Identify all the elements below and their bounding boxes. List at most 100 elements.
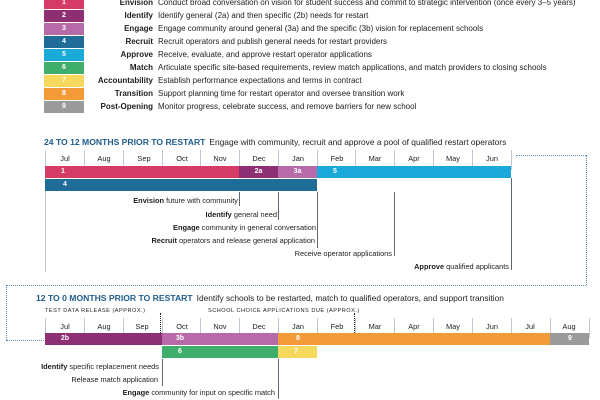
- legend-row-post-opening: 9 Post-Opening Monitor progress, celebra…: [0, 100, 600, 114]
- legend-row-recruit: 4 Recruit Recruit operators and publish …: [0, 35, 600, 49]
- legend-name: Recruit: [125, 37, 153, 46]
- legend-row-identify: 2 Identify Identify general (2a) and the…: [0, 9, 600, 23]
- month-label: Jun: [486, 154, 498, 163]
- grid-line: [317, 150, 318, 170]
- phase-bar-match: 6: [162, 346, 278, 358]
- phase-bar-post-opening: 9: [550, 333, 589, 345]
- milestone-line: [278, 359, 279, 399]
- grid-line: [394, 150, 395, 170]
- milestone-verb: Identify: [41, 362, 68, 371]
- connector-dotted: [6, 285, 7, 340]
- milestone-text: future with community: [164, 196, 238, 205]
- section2-heading: 12 TO 0 MONTHS PRIOR TO RESTART: [36, 293, 193, 303]
- legend-desc: Support planning time for restart operat…: [158, 89, 405, 98]
- milestone-recruit: Recruit operators and release general ap…: [151, 236, 315, 245]
- milestone-text: Release match application: [71, 375, 158, 384]
- bar-label: 4: [63, 181, 67, 188]
- month-label: Nov: [213, 154, 227, 163]
- bar-label: 6: [178, 348, 182, 355]
- connector-dotted: [6, 340, 44, 341]
- grid-line: [239, 150, 240, 170]
- connector-dotted: [6, 285, 586, 286]
- bar-label: 5: [333, 168, 337, 175]
- milestone-verb: Approve: [414, 262, 445, 271]
- grid-line: [84, 318, 85, 338]
- milestone-text: general need: [231, 210, 277, 219]
- grid-line: [278, 318, 279, 338]
- phase-bar-identify-specific: 2b: [45, 333, 162, 345]
- month-label: Jul: [60, 322, 70, 331]
- month-label: May: [446, 154, 460, 163]
- phase-bar-approve: 5: [317, 166, 511, 178]
- legend-badge: 4: [44, 36, 84, 48]
- milestone-line: [394, 192, 395, 256]
- month-label: Sep: [137, 154, 151, 163]
- month-label: Aug: [97, 322, 111, 331]
- grid-line: [511, 150, 512, 170]
- month-label: Jul: [525, 322, 535, 331]
- bar-label: 3b: [175, 335, 185, 342]
- milestone-identify: Identify general need: [206, 210, 277, 219]
- legend-desc: Recruit operators and publish general ne…: [158, 37, 388, 46]
- legend-desc: Receive, evaluate, and approve restart o…: [158, 50, 372, 59]
- grid-line: [355, 318, 356, 338]
- legend-name: Transition: [114, 89, 153, 98]
- section1-heading: 24 TO 12 MONTHS PRIOR TO RESTART: [44, 137, 206, 147]
- grid-line: [433, 150, 434, 170]
- bar-label: 1: [61, 168, 65, 175]
- milestone-text: community in general conversation: [199, 223, 316, 232]
- grid-line: [45, 318, 46, 338]
- month-label: Nov: [213, 322, 227, 331]
- month-label: May: [446, 322, 460, 331]
- milestone-verb: Identify: [205, 210, 232, 219]
- school-choice-marker: [354, 313, 355, 337]
- legend-desc: Articulate specific site-based requireme…: [158, 63, 547, 72]
- bar-label: 8: [296, 335, 300, 342]
- connector-dotted: [586, 155, 587, 285]
- month-label: Feb: [330, 154, 344, 163]
- legend-desc: Engage community around general (3a) and…: [158, 24, 484, 33]
- grid-line: [45, 150, 46, 272]
- bar-label: 9: [568, 335, 572, 342]
- legend-badge: 2: [44, 10, 84, 22]
- legend-name: Post-Opening: [100, 102, 153, 111]
- legend-badge: 5: [44, 49, 84, 61]
- month-label: Jun: [486, 322, 498, 331]
- grid-line: [472, 318, 473, 338]
- grid-line: [550, 318, 551, 338]
- month-label: Apr: [408, 322, 420, 331]
- milestone-verb: Envision: [133, 196, 165, 205]
- section2-description: Identify schools to be restarted, match …: [196, 293, 504, 303]
- grid-line: [511, 318, 512, 338]
- legend-badge: 9: [44, 101, 84, 113]
- phase-bar-accountability: 7: [278, 346, 317, 358]
- month-label: Jan: [292, 154, 304, 163]
- milestone-verb: Engage: [122, 388, 150, 397]
- milestone-release-match: Release match application: [71, 375, 158, 384]
- bar-label: 2b: [60, 335, 70, 342]
- phase-bar-engage: 3a: [278, 166, 317, 178]
- month-label: Sep: [135, 322, 149, 331]
- phase-bar-transition: 8: [278, 333, 550, 345]
- section2-title: 12 TO 0 MONTHS PRIOR TO RESTART Identify …: [36, 293, 504, 303]
- legend-desc: Conduct broad conversation on vision for…: [158, 0, 576, 7]
- test-data-release-note: TEST DATA RELEASE (APPROX.): [45, 308, 146, 314]
- legend-row-match: 6 Match Articulate specific site-based r…: [0, 61, 600, 75]
- month-label: Oct: [176, 154, 188, 163]
- legend-badge: 8: [44, 88, 84, 100]
- legend-desc: Establish performance expectations and t…: [158, 76, 362, 85]
- phase-bar-identify: 2a: [239, 166, 278, 178]
- grid-line: [162, 150, 163, 170]
- phase-bar-envision: 1: [45, 166, 239, 178]
- grid-line: [239, 318, 240, 338]
- milestone-line: [511, 178, 512, 270]
- legend-row-envision: 1 Envision Conduct broad conversation on…: [0, 0, 600, 10]
- legend-name: Match: [129, 63, 153, 72]
- bar-label: 2a: [254, 168, 263, 175]
- milestone-text: community for input on specific match: [149, 388, 275, 397]
- milestone-identify-specific: Identify specific replacement needs: [41, 362, 159, 371]
- milestone-text: operators and release general applicatio…: [176, 236, 315, 245]
- grid-line: [317, 318, 318, 338]
- grid-line: [123, 318, 124, 338]
- legend-badge: 7: [44, 75, 84, 87]
